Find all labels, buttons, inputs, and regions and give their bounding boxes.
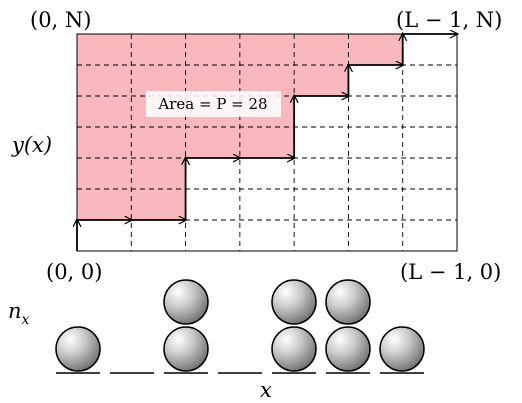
area-label-box — [146, 91, 281, 117]
y-axis-label: y(x) — [11, 133, 52, 157]
corner-label-bottom-right: (L − 1, 0) — [400, 260, 501, 284]
n-axis-label: nx — [8, 299, 30, 328]
lattice-path — [77, 34, 457, 251]
particle-ball — [163, 326, 209, 372]
particle-ball — [55, 326, 101, 372]
n-axis-symbol: n — [8, 299, 22, 323]
particle-ball — [163, 279, 209, 325]
corner-label-top-left: (0, N) — [30, 8, 91, 32]
x-axis-label: x — [260, 378, 272, 402]
particle-ball — [325, 326, 371, 372]
n-axis-subscript: x — [22, 312, 30, 328]
particle-ball — [271, 326, 317, 372]
particle-ball — [271, 279, 317, 325]
particle-occupancy — [55, 279, 425, 374]
corner-label-bottom-left: (0, 0) — [46, 260, 102, 284]
particle-ball — [325, 279, 371, 325]
corner-label-top-right: (L − 1, N) — [396, 8, 502, 32]
area-label: Area = P = 28 — [157, 95, 267, 113]
particle-ball — [379, 326, 425, 372]
lattice-border — [76, 33, 458, 252]
